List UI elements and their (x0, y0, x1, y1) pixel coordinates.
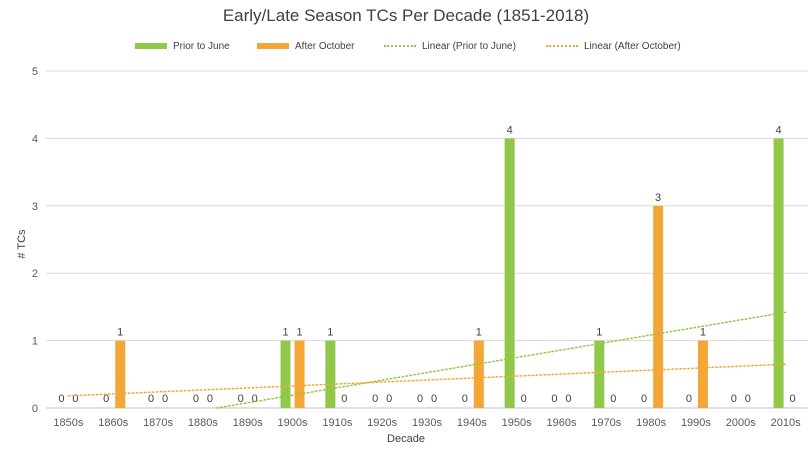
legend-swatch-linear-after-october (546, 45, 578, 47)
x-tick-label-1950s: 1950s (502, 417, 532, 429)
legend-item-linear-after-october: Linear (After October) (546, 39, 681, 53)
bar-prior-to-june-1970s (594, 340, 605, 408)
data-label-prior-to-june-1980s: 0 (641, 393, 647, 405)
data-label-after-october-1970s: 0 (610, 393, 616, 405)
data-label-prior-to-june-1940s: 0 (462, 393, 468, 405)
data-label-after-october-1910s: 0 (341, 393, 347, 405)
x-tick-label-1860s: 1860s (98, 417, 128, 429)
bar-prior-to-june-1900s (280, 340, 291, 408)
legend-item-after-october: After October (257, 39, 354, 53)
data-label-after-october-1900s: 1 (296, 327, 302, 339)
data-label-after-october-2010s: 0 (790, 393, 796, 405)
x-tick-label-1940s: 1940s (457, 417, 487, 429)
data-label-after-october-1930s: 0 (431, 393, 437, 405)
legend-item-linear-prior-to-june: Linear (Prior to June) (384, 39, 516, 53)
bar-prior-to-june-1950s (504, 138, 515, 408)
data-label-after-october-1890s: 0 (252, 393, 258, 405)
data-label-prior-to-june-1890s: 0 (238, 393, 244, 405)
y-tick-label-5: 5 (32, 66, 38, 78)
x-tick-label-1870s: 1870s (143, 417, 173, 429)
x-tick-label-1930s: 1930s (412, 417, 442, 429)
data-label-after-october-1990s: 1 (700, 327, 706, 339)
data-label-after-october-2000s: 0 (745, 393, 751, 405)
data-label-after-october-1950s: 0 (521, 393, 527, 405)
legend-label-linear-prior-to-june: Linear (Prior to June) (422, 40, 516, 52)
bar-after-october-1900s (294, 340, 305, 408)
legend-swatch-linear-prior-to-june (384, 45, 416, 47)
y-tick-label-0: 0 (32, 403, 38, 415)
legend-label-prior-to-june: Prior to June (173, 40, 230, 52)
y-tick-label-4: 4 (32, 133, 38, 145)
data-label-after-october-1940s: 1 (476, 327, 482, 339)
data-label-after-october-1980s: 3 (655, 192, 661, 204)
x-tick-label-1890s: 1890s (233, 417, 263, 429)
x-tick-label-2010s: 2010s (771, 417, 801, 429)
y-tick-label-2: 2 (32, 268, 38, 280)
bar-after-october-1990s (697, 340, 708, 408)
data-label-prior-to-june-1990s: 0 (686, 393, 692, 405)
legend-label-linear-after-october: Linear (After October) (584, 40, 681, 52)
data-label-after-october-1880s: 0 (207, 393, 213, 405)
data-label-prior-to-june-1930s: 0 (417, 393, 423, 405)
x-tick-label-1990s: 1990s (681, 417, 711, 429)
chart-title: Early/Late Season TCs Per Decade (1851-2… (222, 6, 590, 25)
trendline-linear-prior-to-june- (215, 311, 787, 409)
bar-after-october-1860s (115, 340, 126, 408)
bar-prior-to-june-1910s (325, 340, 336, 408)
data-label-prior-to-june-2000s: 0 (731, 393, 737, 405)
data-label-after-october-1860s: 1 (117, 327, 123, 339)
x-tick-label-1850s: 1850s (53, 417, 83, 429)
trendline-linear-after-october- (67, 363, 787, 397)
data-label-after-october-1850s: 0 (72, 393, 78, 405)
data-label-prior-to-june-2010s: 4 (776, 124, 782, 136)
legend-item-prior-to-june: Prior to June (135, 39, 230, 53)
data-label-prior-to-june-1880s: 0 (193, 393, 199, 405)
data-label-prior-to-june-1860s: 0 (103, 393, 109, 405)
y-tick-label-1: 1 (32, 336, 38, 348)
data-label-after-october-1870s: 0 (162, 393, 168, 405)
x-tick-label-1970s: 1970s (591, 417, 621, 429)
legend-swatch-prior-to-june (135, 43, 167, 49)
data-label-prior-to-june-1870s: 0 (148, 393, 154, 405)
bar-prior-to-june-2010s (773, 138, 784, 408)
x-tick-label-1900s: 1900s (278, 417, 308, 429)
x-axis-label: Decade (387, 433, 425, 445)
data-label-prior-to-june-1920s: 0 (372, 393, 378, 405)
data-label-after-october-1960s: 0 (565, 393, 571, 405)
data-label-prior-to-june-1850s: 0 (58, 393, 64, 405)
bar-after-october-1940s (473, 340, 484, 408)
data-label-prior-to-june-1950s: 4 (507, 124, 513, 136)
legend-swatch-after-october (257, 43, 289, 49)
x-tick-label-1920s: 1920s (367, 417, 397, 429)
legend-label-after-october: After October (295, 40, 355, 52)
data-label-prior-to-june-1910s: 1 (327, 327, 333, 339)
x-tick-label-1880s: 1880s (188, 417, 218, 429)
x-tick-label-1910s: 1910s (322, 417, 352, 429)
y-tick-label-3: 3 (32, 201, 38, 213)
x-tick-label-1960s: 1960s (546, 417, 576, 429)
legend: Prior to June After October Linear (Prio… (0, 39, 812, 53)
bar-after-october-1980s (653, 205, 664, 408)
x-tick-label-1980s: 1980s (636, 417, 666, 429)
data-label-prior-to-june-1970s: 1 (596, 327, 602, 339)
data-label-after-october-1920s: 0 (386, 393, 392, 405)
data-label-prior-to-june-1900s: 1 (282, 327, 288, 339)
data-label-prior-to-june-1960s: 0 (551, 393, 557, 405)
x-tick-label-2000s: 2000s (726, 417, 756, 429)
